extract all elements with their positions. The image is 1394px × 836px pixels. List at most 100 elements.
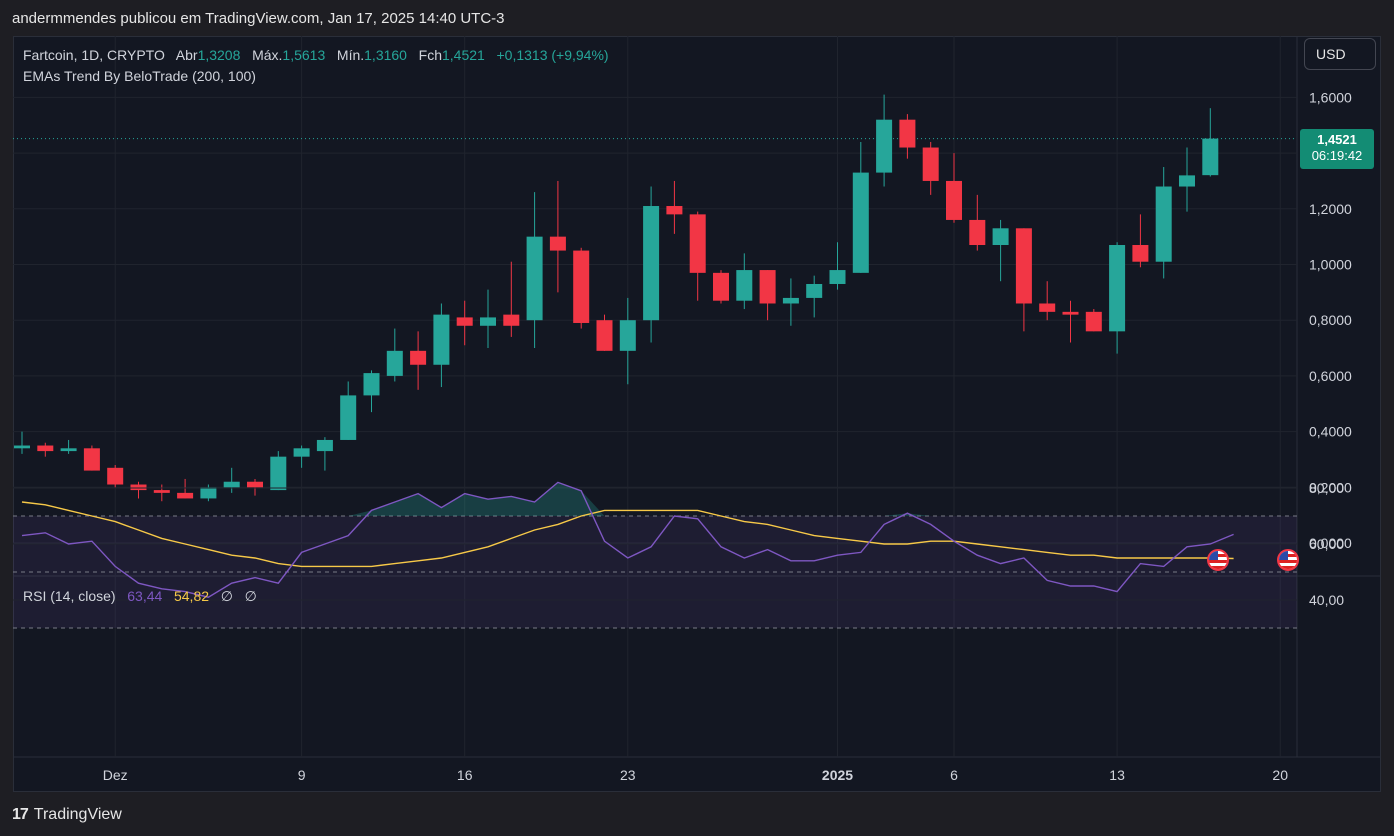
- candle-body: [619, 320, 636, 351]
- candle: [480, 289, 496, 349]
- legend-high-value: 1,5613: [282, 47, 326, 63]
- rsi-tick-label: 80,00: [1309, 480, 1344, 496]
- legend-close-label: Fch: [418, 47, 442, 63]
- candle: [549, 180, 566, 293]
- price-tick-label: 0,8000: [1309, 312, 1352, 328]
- candle-body: [782, 297, 799, 304]
- candle: [526, 192, 543, 349]
- rsi-name[interactable]: RSI (14, close): [23, 588, 116, 604]
- candle-body: [1062, 311, 1079, 315]
- main-legend: Fartcoin, 1D, CRYPTO Abr1,3208 Máx.1,561…: [23, 45, 609, 87]
- legend-indicator[interactable]: EMAs Trend By BeloTrade (200, 100): [23, 68, 256, 84]
- publisher-text: andermmendes publicou em TradingView.com…: [12, 10, 505, 27]
- rsi-tick-label: 60,00: [1309, 536, 1344, 552]
- candle-body: [1155, 186, 1172, 262]
- candle-body: [83, 448, 100, 471]
- candle: [899, 114, 916, 159]
- candle: [83, 445, 100, 471]
- candle-body: [643, 206, 660, 321]
- candle-body: [130, 484, 147, 491]
- time-tick-label: 2025: [822, 767, 853, 783]
- candle-body: [1132, 245, 1149, 262]
- candle-body: [736, 270, 753, 301]
- price-tick-label: 0,2000: [1309, 479, 1352, 495]
- legend-low-label: Mín.: [336, 47, 365, 63]
- rsi-null-1: ∅: [220, 588, 233, 604]
- candle-body: [713, 272, 729, 301]
- rsi-value: 63,44: [127, 588, 163, 604]
- candle-body: [247, 481, 263, 488]
- candle: [573, 247, 590, 329]
- candle-body: [876, 119, 893, 173]
- candle-body: [1109, 245, 1126, 332]
- candle: [1179, 147, 1195, 212]
- legend-open-label: Abr: [175, 47, 198, 63]
- candle-body: [503, 314, 520, 326]
- candle: [60, 439, 77, 454]
- candle-body: [340, 395, 357, 440]
- rsi-line: [21, 481, 1234, 598]
- bar-countdown: 06:19:42: [1311, 148, 1363, 163]
- candle-body: [806, 283, 823, 298]
- legend-high-label: Máx.: [252, 47, 283, 63]
- candle-body: [666, 206, 683, 215]
- candle-body: [270, 456, 287, 491]
- candle: [177, 478, 194, 499]
- candle: [1062, 300, 1079, 343]
- candle: [270, 451, 287, 491]
- rsi-legend: RSI (14, close) 63,44 54,82 ∅ ∅: [23, 588, 257, 605]
- candle: [433, 303, 450, 388]
- candle-body: [596, 320, 613, 351]
- candle: [643, 186, 660, 343]
- candle-body: [1085, 311, 1102, 332]
- price-tick-label: 1,0000: [1309, 257, 1352, 273]
- candle-body: [992, 228, 1009, 246]
- candle-body: [37, 445, 54, 452]
- candle: [503, 261, 520, 337]
- chart-frame: [13, 36, 1381, 792]
- candle-body: [549, 236, 566, 251]
- candle: [596, 314, 613, 351]
- candle: [1109, 242, 1126, 354]
- tradingview-brand: TradingView: [33, 806, 122, 823]
- rsi-overbought-fill: [884, 513, 931, 516]
- candle: [293, 445, 310, 468]
- candle: [876, 94, 893, 187]
- candle-body: [456, 317, 473, 326]
- candle: [992, 219, 1009, 282]
- candle-body: [969, 219, 986, 246]
- time-tick-label: 13: [1109, 767, 1125, 783]
- candle: [130, 481, 147, 499]
- legend-open-value: 1,3208: [197, 47, 241, 63]
- candle-body: [14, 445, 30, 449]
- candle: [200, 484, 217, 502]
- candle: [852, 141, 869, 273]
- candle-body: [200, 487, 217, 499]
- candle: [247, 478, 263, 496]
- candle-body: [1015, 228, 1032, 304]
- candle: [1132, 214, 1149, 268]
- us-flag-event-icon[interactable]: [1207, 549, 1229, 571]
- candle: [153, 484, 170, 502]
- price-tick-label: 0,0000: [1309, 535, 1352, 551]
- legend-symbol[interactable]: Fartcoin, 1D, CRYPTO: [23, 47, 165, 63]
- candle-body: [689, 214, 706, 273]
- candle-body: [1179, 175, 1195, 187]
- candle-body: [107, 467, 124, 485]
- candle-body: [852, 172, 869, 273]
- last-price-tag: 1,4521 06:19:42: [1300, 129, 1374, 169]
- candle-body: [1202, 138, 1219, 176]
- us-flag-event-icon[interactable]: [1277, 549, 1299, 571]
- candle: [806, 275, 823, 318]
- candle-body: [433, 314, 450, 365]
- candle-body: [946, 180, 962, 220]
- price-chart-canvas[interactable]: 1,60001,40001,20001,00000,80000,60000,40…: [13, 36, 1381, 792]
- candle: [223, 467, 240, 493]
- rsi-overbought-fill: [348, 482, 605, 516]
- candle: [922, 141, 939, 195]
- currency-button[interactable]: USD: [1304, 38, 1376, 70]
- candle-body: [480, 317, 496, 326]
- legend-close-value: 1,4521: [441, 47, 485, 63]
- price-tick-label: 0,4000: [1309, 424, 1352, 440]
- top-bar: andermmendes publicou em TradingView.com…: [0, 0, 1394, 36]
